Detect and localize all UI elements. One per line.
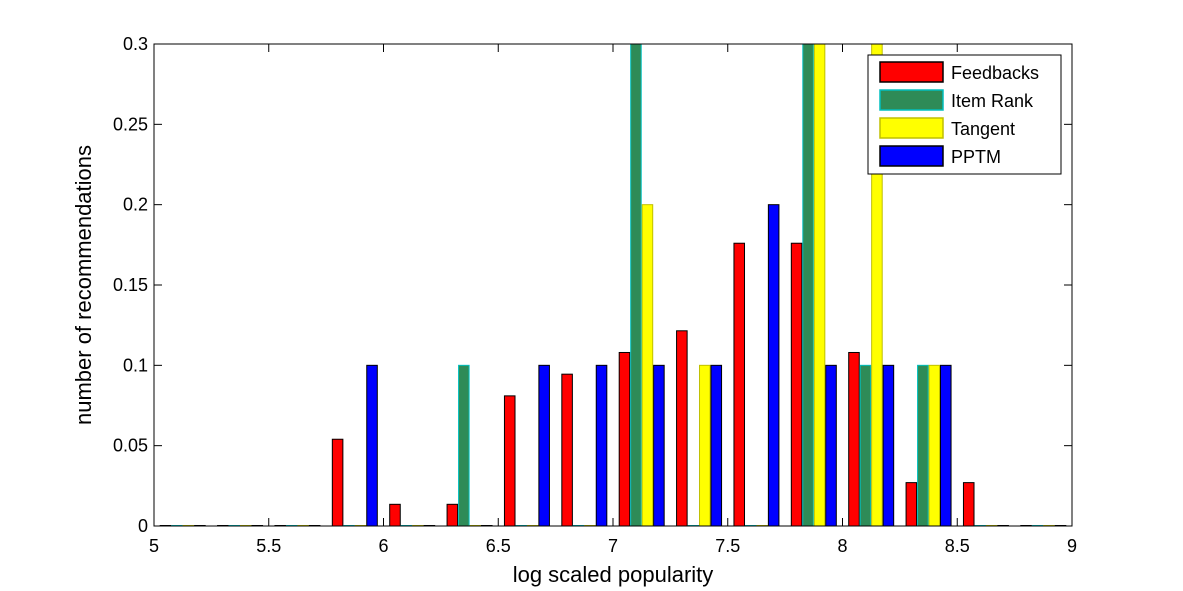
bar-item-rank-13 <box>917 364 929 527</box>
legend: Feedbacks Item Rank Tangent PPTM <box>867 54 1062 175</box>
x-tick-label: 5.5 <box>256 536 281 556</box>
legend-label-pptm: PPTM <box>951 147 1001 167</box>
bar-feedbacks-6 <box>503 395 516 527</box>
y-tick-label: 0.05 <box>113 436 148 456</box>
bar-pptm-13 <box>940 364 952 527</box>
y-axis-label: number of recommendations <box>71 145 96 425</box>
bar-feedbacks-4 <box>389 503 401 527</box>
x-tick-label: 6.5 <box>486 536 511 556</box>
bar-tangent-13 <box>928 364 941 527</box>
bar-pptm-3 <box>366 364 378 527</box>
bar-feedbacks-10 <box>733 242 746 527</box>
legend-swatch-tangent <box>879 117 944 139</box>
x-tick-label: 7 <box>608 536 618 556</box>
y-axis-ticks: 0 0.05 0.1 0.15 0.2 0.25 0.3 <box>113 34 1072 536</box>
bar-item-rank-12 <box>859 364 872 527</box>
legend-swatch-feedbacks <box>879 61 944 83</box>
bar-feedbacks-14 <box>962 482 975 527</box>
y-tick-label: 0 <box>138 516 148 536</box>
x-tick-label: 8 <box>837 536 847 556</box>
bar-pptm-11 <box>825 364 837 527</box>
bar-pptm-10 <box>767 204 780 527</box>
bar-feedbacks-5 <box>446 503 459 527</box>
bar-feedbacks-7 <box>561 373 573 527</box>
x-tick-label: 8.5 <box>945 536 970 556</box>
y-tick-label: 0.25 <box>113 114 148 134</box>
bar-feedbacks-13 <box>905 482 918 527</box>
bar-tangent-11 <box>813 43 826 527</box>
y-tick-label: 0.1 <box>123 355 148 375</box>
legend-label-feedbacks: Feedbacks <box>951 63 1039 83</box>
x-axis-ticks: 5 5.5 6 6.5 7 7.5 8 8.5 9 <box>149 44 1077 556</box>
legend-swatch-pptm <box>879 145 944 167</box>
bar-pptm-7 <box>595 364 608 527</box>
bar-pptm-8 <box>653 364 665 527</box>
bar-tangent-9 <box>699 364 711 527</box>
y-tick-label: 0.15 <box>113 275 148 295</box>
bar-feedbacks-9 <box>676 330 688 527</box>
x-tick-label: 5 <box>149 536 159 556</box>
bar-feedbacks-12 <box>848 351 860 527</box>
bar-pptm-12 <box>882 364 895 527</box>
y-tick-label: 0.2 <box>123 195 148 215</box>
y-tick-label: 0.3 <box>123 34 148 54</box>
x-axis-label: log scaled popularity <box>513 562 714 587</box>
bar-item-rank-8 <box>630 43 642 527</box>
legend-label-item-rank: Item Rank <box>951 91 1034 111</box>
bar-feedbacks-8 <box>618 351 631 527</box>
bar-pptm-9 <box>710 364 723 527</box>
bar-feedbacks-11 <box>790 242 803 527</box>
bar-feedbacks-3 <box>331 438 344 527</box>
x-tick-label: 9 <box>1067 536 1077 556</box>
legend-swatch-item-rank <box>879 89 944 111</box>
bar-pptm-6 <box>538 364 550 527</box>
x-tick-label: 6 <box>378 536 388 556</box>
bar-item-rank-11 <box>802 43 814 527</box>
bar-item-rank-5 <box>458 364 470 527</box>
legend-label-tangent: Tangent <box>951 119 1015 139</box>
bar-tangent-8 <box>641 204 654 527</box>
x-tick-label: 7.5 <box>715 536 740 556</box>
